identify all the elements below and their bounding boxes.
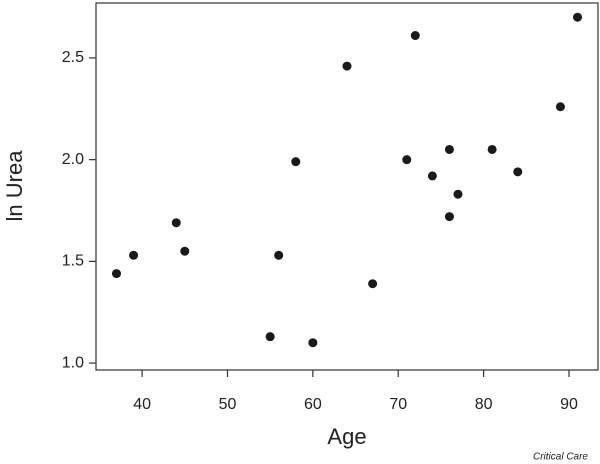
point (453, 189, 463, 199)
x-tick-label: 60 (304, 396, 322, 413)
x-axis-title: Age (327, 424, 366, 449)
x-tick-label: 40 (133, 396, 151, 413)
x-tick-label: 80 (475, 396, 493, 413)
point (427, 171, 437, 181)
plot-frame (95, 2, 599, 371)
point (368, 279, 378, 289)
y-tick-label: 1.5 (62, 253, 84, 270)
point (265, 332, 275, 342)
y-tick-label: 2.5 (62, 49, 84, 66)
y-axis-title: ln Urea (2, 150, 27, 222)
point (180, 246, 190, 256)
point (410, 31, 420, 41)
point (444, 144, 454, 154)
point (555, 102, 565, 112)
y-tick-label: 1.0 (62, 354, 84, 371)
point (513, 167, 523, 177)
point (487, 144, 497, 154)
point (111, 269, 121, 279)
point (444, 212, 454, 222)
point (171, 218, 181, 228)
x-tick-label: 50 (219, 396, 237, 413)
point (573, 12, 583, 22)
point (308, 338, 318, 348)
point (342, 61, 352, 71)
point (291, 157, 301, 167)
point (402, 155, 412, 165)
y-tick-label: 2.0 (62, 151, 84, 168)
point (129, 250, 139, 260)
point (274, 250, 284, 260)
x-tick-label: 90 (560, 396, 578, 413)
source-credit: Critical Care (533, 452, 588, 463)
x-tick-label: 70 (389, 396, 407, 413)
